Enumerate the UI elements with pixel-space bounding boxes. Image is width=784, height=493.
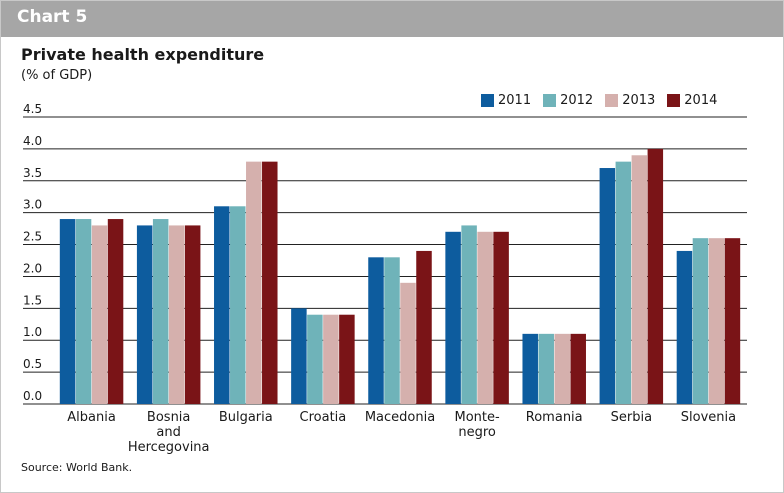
chart-title: Private health expenditure — [21, 45, 265, 64]
chart-unit: (% of GDP) — [21, 68, 93, 83]
bar-2013 — [477, 231, 493, 404]
y-tick-label: 3.0 — [23, 198, 42, 212]
x-tick-label: Albania — [67, 410, 116, 425]
x-tick-label: Slovenia — [681, 410, 736, 425]
y-tick-label: 1.5 — [23, 293, 42, 307]
bar-2012 — [230, 206, 246, 404]
bar-2011 — [291, 308, 307, 404]
legend-swatch — [481, 94, 494, 107]
bar-2011 — [676, 250, 693, 404]
legend-label: 2012 — [560, 93, 594, 108]
bar-2014 — [416, 250, 432, 404]
bar-2014 — [647, 148, 664, 404]
bar-2014 — [493, 231, 509, 404]
legend-item-2011: 2011 — [481, 93, 531, 108]
x-tick-label: Serbia — [611, 410, 652, 425]
chart-number: Chart 5 — [17, 7, 88, 27]
y-tick-label: 3.5 — [23, 166, 42, 180]
y-tick-label: 2.0 — [23, 261, 42, 275]
bar-2013 — [631, 155, 648, 404]
legend-label: 2011 — [498, 93, 532, 108]
bar-2011 — [59, 219, 76, 404]
bar-2011 — [522, 333, 538, 404]
bar-2012 — [615, 161, 632, 404]
bar-2013 — [246, 161, 262, 404]
bar-2013 — [400, 282, 416, 404]
legend-item-2013: 2013 — [605, 93, 655, 108]
x-tick-label: Macedonia — [365, 410, 435, 425]
bar-2013 — [168, 225, 185, 404]
source-note: Source: World Bank. — [21, 461, 133, 474]
legend-swatch — [605, 94, 619, 107]
bar-2014 — [184, 225, 201, 404]
legend-swatch — [543, 94, 557, 107]
legend-label: 2013 — [622, 93, 656, 108]
bar-2012 — [152, 219, 169, 404]
bar-2012 — [692, 238, 709, 404]
x-tick-label: negro — [458, 425, 496, 440]
x-tick-label: Romania — [526, 410, 583, 425]
bar-2012 — [307, 314, 323, 404]
header-bar: Chart 5 — [1, 1, 783, 37]
x-tick-label: Hercegovina — [128, 440, 210, 455]
y-tick-label: 0.0 — [23, 389, 42, 403]
y-tick-label: 1.0 — [23, 325, 42, 339]
bar-2014 — [262, 161, 278, 404]
bar-2012 — [75, 219, 92, 404]
x-tick-label: Bosnia — [147, 410, 190, 425]
bar-2014 — [107, 219, 124, 404]
legend-item-2012: 2012 — [543, 93, 593, 108]
bar-2011 — [445, 231, 461, 404]
bar-2013 — [554, 333, 570, 404]
x-tick-label: Croatia — [300, 410, 347, 425]
bar-2013 — [323, 314, 339, 404]
y-tick-label: 0.5 — [23, 357, 42, 371]
legend-label: 2014 — [684, 93, 718, 108]
y-tick-label: 4.0 — [23, 134, 42, 148]
bar-2011 — [136, 225, 153, 404]
y-tick-label: 2.5 — [23, 230, 42, 244]
legend-swatch — [667, 94, 681, 107]
legend: 2011 2012 2013 2014 — [481, 93, 717, 108]
bar-2012 — [538, 333, 554, 404]
bar-2011 — [214, 206, 230, 404]
bar-2012 — [461, 225, 477, 404]
bar-2011 — [599, 168, 616, 404]
bar-2013 — [91, 225, 108, 404]
legend-item-2014: 2014 — [667, 93, 717, 108]
y-tick-label: 4.5 — [23, 102, 42, 116]
bar-2014 — [724, 238, 741, 404]
x-tick-label: Monte- — [455, 410, 501, 425]
bar-2013 — [708, 238, 725, 404]
bar-2011 — [368, 257, 384, 404]
bar-2012 — [384, 257, 400, 404]
bar-2014 — [339, 314, 355, 404]
bar-2014 — [570, 333, 586, 404]
x-tick-label: and — [156, 425, 180, 440]
x-tick-label: Bulgaria — [219, 410, 273, 425]
